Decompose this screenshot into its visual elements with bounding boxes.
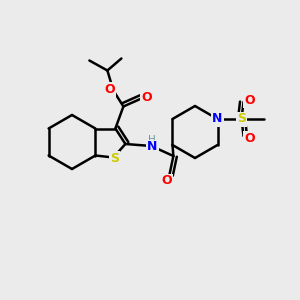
- Text: N: N: [147, 140, 158, 154]
- Text: N: N: [212, 112, 223, 125]
- Text: S: S: [237, 112, 246, 125]
- Text: O: O: [244, 94, 255, 106]
- Text: H: H: [148, 135, 155, 145]
- Text: O: O: [244, 131, 255, 145]
- Text: O: O: [161, 175, 172, 188]
- Text: S: S: [110, 152, 119, 165]
- Text: O: O: [141, 91, 152, 104]
- Text: O: O: [104, 83, 115, 96]
